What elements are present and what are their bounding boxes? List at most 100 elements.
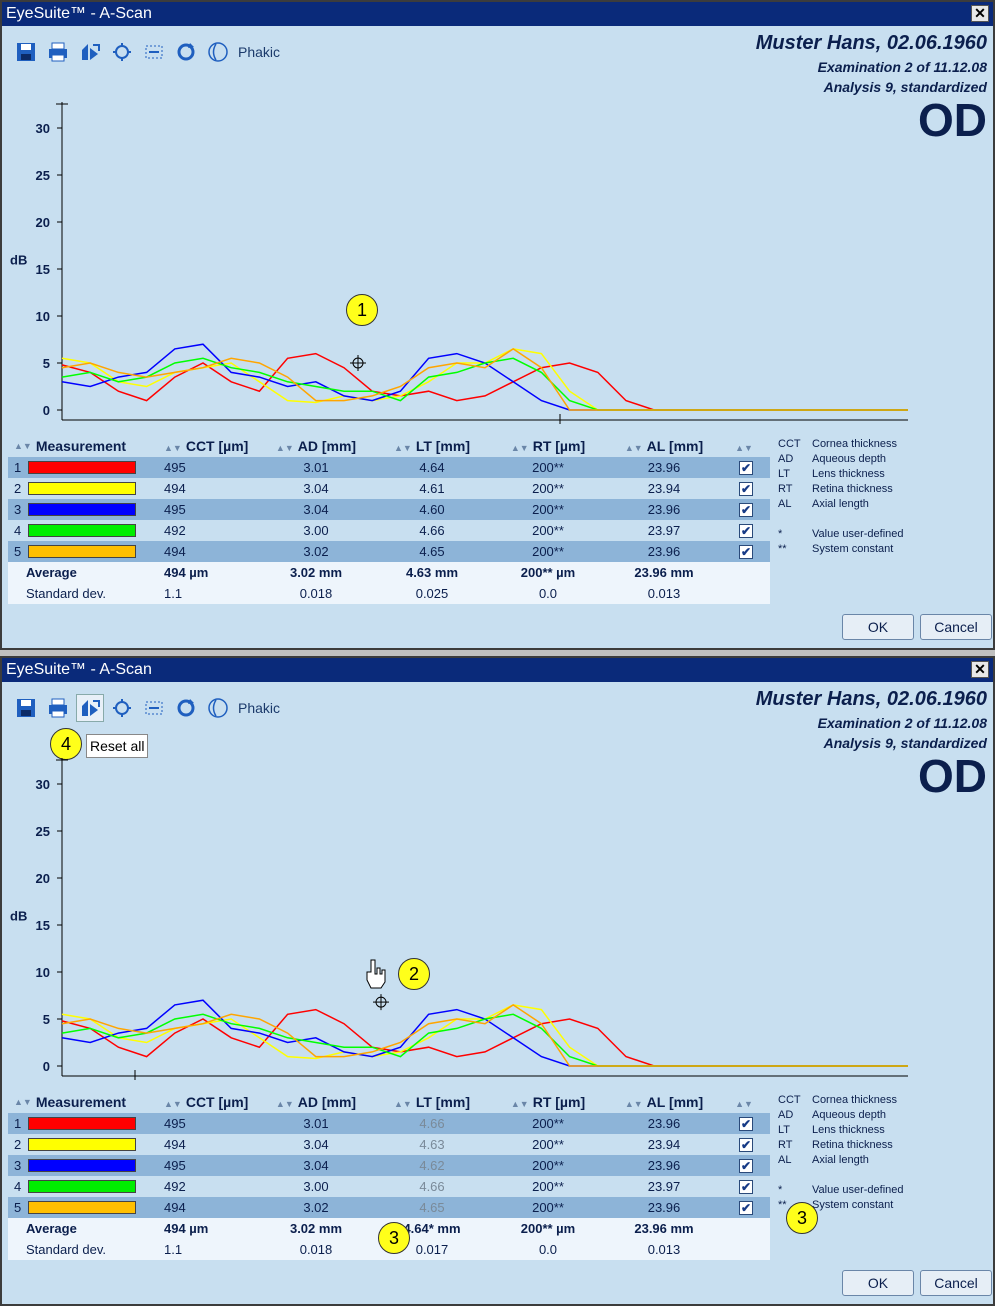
table-row[interactable]: 1 495 3.01 4.64 200** 23.96 ✔ — [8, 457, 770, 478]
zoom-button[interactable] — [108, 38, 136, 66]
refresh-button[interactable] — [172, 694, 200, 722]
close-button[interactable]: ✕ — [971, 661, 989, 678]
legend-entry: * Value user-defined — [778, 1184, 904, 1199]
cell-al: 23.96 — [647, 1158, 681, 1173]
header-cct[interactable]: CCT [µm] — [185, 1094, 249, 1110]
cancel-button[interactable]: Cancel — [920, 614, 992, 640]
include-checkbox[interactable]: ✔ — [739, 1117, 753, 1131]
series-line-3 — [61, 343, 908, 411]
legend-entry: AD Aqueous depth — [778, 1109, 904, 1124]
header-measurement[interactable]: Measurement — [35, 1094, 127, 1110]
include-checkbox[interactable]: ✔ — [739, 461, 753, 475]
zoom-button[interactable] — [108, 694, 136, 722]
ok-button[interactable]: OK — [842, 614, 914, 640]
table-row[interactable]: 1 495 3.01 4.66 200** 23.96 ✔ — [8, 1113, 770, 1134]
header-measurement[interactable]: Measurement — [35, 438, 127, 454]
legend-entry: AL Axial length — [778, 498, 904, 513]
phakic-label: Phakic — [238, 700, 281, 716]
average-label: Average — [26, 565, 77, 580]
window-title: EyeSuite™ - A-Scan — [6, 5, 152, 22]
table-row[interactable]: 5 494 3.02 4.65 200** 23.96 ✔ — [8, 541, 770, 562]
eye-side: OD — [918, 94, 987, 146]
header-al[interactable]: AL [mm] — [646, 1094, 704, 1110]
ascan-chart[interactable]: 30 25 20 15 10 5 0 dB — [2, 94, 917, 424]
cell-al: 23.96 — [647, 1200, 681, 1215]
include-checkbox[interactable]: ✔ — [739, 1180, 753, 1194]
legend-value: Value user-defined — [812, 528, 904, 540]
include-checkbox[interactable]: ✔ — [739, 1201, 753, 1215]
lens-state-button[interactable] — [204, 694, 232, 722]
save-icon — [17, 699, 35, 717]
legend-key: LT — [778, 468, 791, 480]
header-cct[interactable]: CCT [µm] — [185, 438, 249, 454]
print-button[interactable] — [44, 38, 72, 66]
cell-lt: 4.63 — [419, 1137, 445, 1152]
legend-key: AL — [778, 498, 792, 510]
callout-3b: 3 — [786, 1202, 818, 1234]
average-label: Average — [26, 1221, 77, 1236]
print-button[interactable] — [44, 694, 72, 722]
cell-ad: 3.01 — [303, 1116, 329, 1131]
reset-all-button[interactable] — [76, 694, 104, 722]
fit-button[interactable] — [140, 694, 168, 722]
table-row[interactable]: 4 492 3.00 4.66 200** 23.97 ✔ — [8, 1176, 770, 1197]
header-lt[interactable]: LT [mm] — [415, 1094, 470, 1110]
include-checkbox[interactable]: ✔ — [739, 524, 753, 538]
std-ad: 0.018 — [299, 586, 333, 601]
cell-rt: 200** — [532, 460, 564, 475]
lens-state-button[interactable] — [204, 38, 232, 66]
table-row[interactable]: 3 495 3.04 4.62 200** 23.96 ✔ — [8, 1155, 770, 1176]
include-checkbox[interactable]: ✔ — [739, 1159, 753, 1173]
include-checkbox[interactable]: ✔ — [739, 482, 753, 496]
ascan-chart[interactable]: 30 25 20 15 10 5 0 dB — [2, 750, 917, 1080]
table-row[interactable]: 3 495 3.04 4.60 200** 23.96 ✔ — [8, 499, 770, 520]
save-button[interactable] — [12, 694, 40, 722]
header-ad[interactable]: AD [mm] — [297, 438, 357, 454]
y-tick-label: 0 — [43, 403, 50, 418]
callout-2: 2 — [398, 958, 430, 990]
eye-lens-icon — [208, 42, 228, 62]
header-al[interactable]: AL [mm] — [646, 438, 704, 454]
reset-all-button[interactable] — [76, 38, 104, 66]
cell-al: 23.96 — [647, 502, 681, 517]
ok-button[interactable]: OK — [842, 1270, 914, 1296]
save-button[interactable] — [12, 38, 40, 66]
row-index: 1 — [14, 1116, 22, 1131]
series-line-1 — [61, 352, 908, 411]
cell-al: 23.97 — [647, 1179, 681, 1194]
series-color-swatch — [28, 461, 136, 474]
fit-icon — [145, 701, 163, 715]
cell-cct: 492 — [164, 523, 186, 538]
series-line-2 — [61, 1004, 908, 1067]
y-tick-label: 30 — [36, 121, 50, 136]
toolbar: Phakic — [12, 694, 280, 722]
cell-ad: 3.01 — [303, 460, 329, 475]
include-checkbox[interactable]: ✔ — [739, 545, 753, 559]
legend-value: Cornea thickness — [812, 1094, 897, 1106]
table-row[interactable]: 4 492 3.00 4.66 200** 23.97 ✔ — [8, 520, 770, 541]
legend-value: Cornea thickness — [812, 438, 897, 450]
std-lt: 0.017 — [415, 1242, 449, 1257]
cell-al: 23.96 — [647, 1116, 681, 1131]
series-line-4 — [61, 357, 908, 411]
fit-button[interactable] — [140, 38, 168, 66]
legend-key: AD — [778, 453, 794, 465]
series-line-5 — [61, 347, 908, 411]
table-row[interactable]: 2 494 3.04 4.61 200** 23.94 ✔ — [8, 478, 770, 499]
header-rt[interactable]: RT [µm] — [532, 1094, 586, 1110]
table-row[interactable]: 5 494 3.02 4.65 200** 23.96 ✔ — [8, 1197, 770, 1218]
cancel-button[interactable]: Cancel — [920, 1270, 992, 1296]
cell-lt: 4.64 — [419, 460, 445, 475]
close-button[interactable]: ✕ — [971, 5, 989, 22]
table-row[interactable]: 2 494 3.04 4.63 200** 23.94 ✔ — [8, 1134, 770, 1155]
avg-cct: 494 µm — [164, 565, 209, 580]
refresh-button[interactable] — [172, 38, 200, 66]
series-color-swatch — [28, 1201, 136, 1214]
analysis-label: Analysis 9, standardized — [823, 735, 987, 751]
header-lt[interactable]: LT [mm] — [415, 438, 470, 454]
header-ad[interactable]: AD [mm] — [297, 1094, 357, 1110]
include-checkbox[interactable]: ✔ — [739, 503, 753, 517]
header-rt[interactable]: RT [µm] — [532, 438, 586, 454]
y-tick-label: 15 — [36, 262, 50, 277]
include-checkbox[interactable]: ✔ — [739, 1138, 753, 1152]
